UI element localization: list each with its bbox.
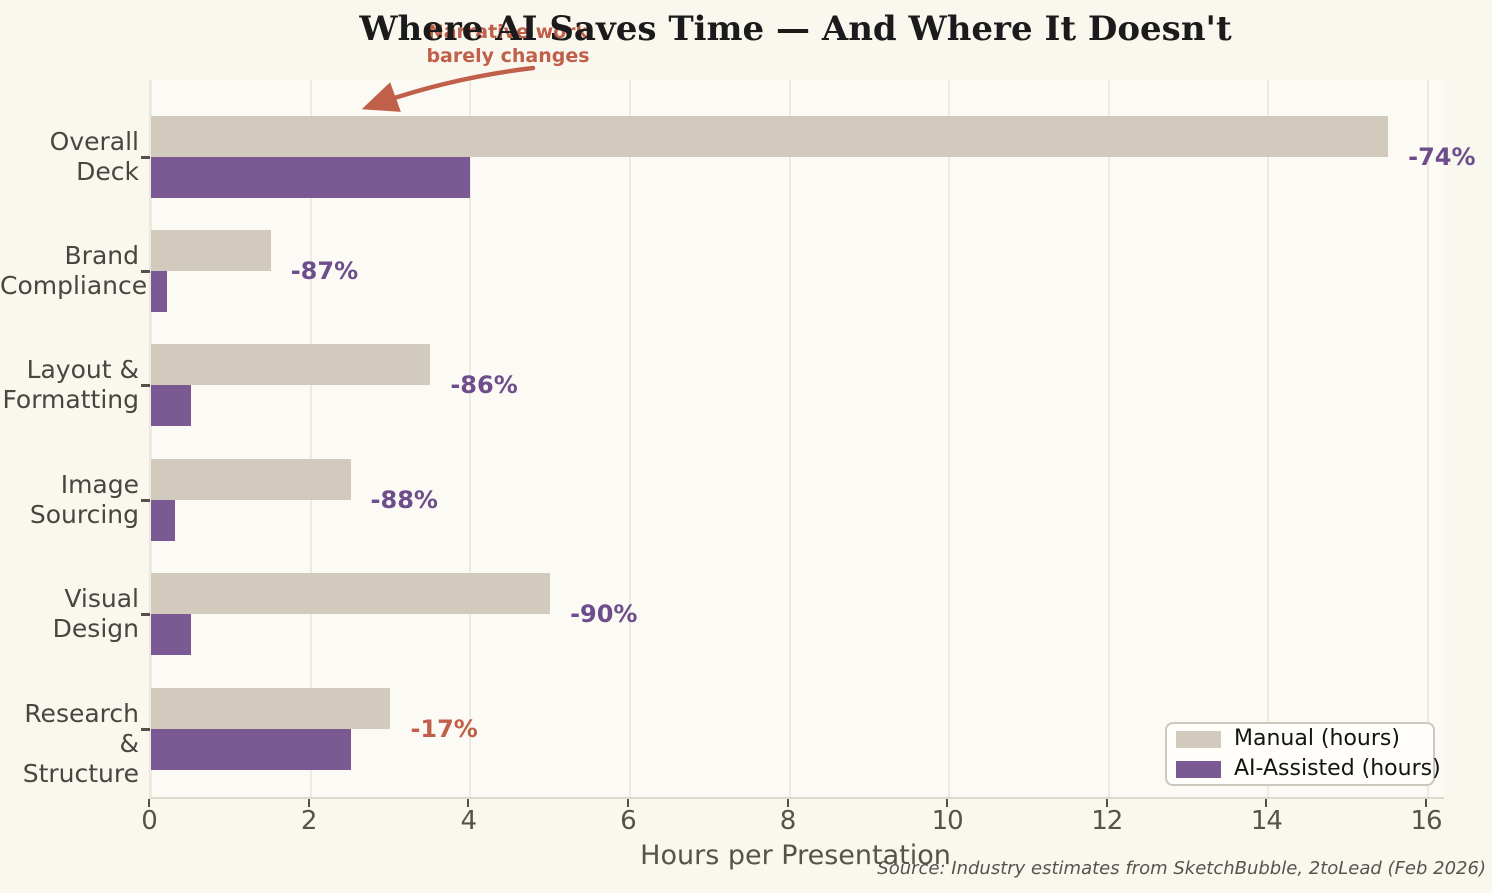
x-tick-label-16: 16 (1410, 806, 1442, 836)
x-tick-label-0: 0 (141, 806, 158, 836)
legend-item-ai: AI-Assisted (hours) (1176, 757, 1441, 781)
x-axis-label: Hours per Presentation (640, 840, 951, 871)
pct-change-label-5: -90% (570, 600, 638, 629)
legend-item-manual: Manual (hours) (1176, 727, 1433, 751)
manual-bar-4 (151, 458, 351, 500)
chart-title: Where AI Saves Time — And Where It Doesn… (359, 9, 1232, 49)
y-tick-mark-3 (141, 384, 150, 388)
category-label-line: Brand (64, 241, 139, 271)
pct-change-label-1: -74% (1408, 142, 1476, 171)
x-tick-mark-2 (307, 799, 310, 807)
category-label-5: Visual Design (0, 584, 139, 644)
y-tick-mark-1 (141, 155, 150, 159)
category-label-line: Formatting (2, 385, 139, 415)
x-tick-label-4: 4 (460, 806, 477, 836)
category-label-line: Compliance (0, 271, 148, 301)
category-label-line: Sourcing (29, 499, 139, 529)
category-label-line: Overall (49, 126, 139, 156)
legend-label-ai: AI-Assisted (hours) (1234, 756, 1441, 781)
category-label-line: Deck (76, 156, 139, 186)
gridline-x-6 (628, 80, 631, 797)
x-tick-mark-0 (148, 799, 150, 807)
gridline-x-14 (1267, 80, 1270, 797)
manual-bar-6 (151, 687, 391, 729)
ai-bar-1 (151, 156, 471, 198)
x-tick-mark-10 (946, 799, 949, 807)
y-tick-mark-2 (141, 270, 150, 274)
gridline-x-8 (788, 80, 791, 797)
category-label-2: Brand Compliance (0, 241, 148, 301)
x-tick-mark-4 (467, 799, 470, 807)
ai-bar-5 (151, 614, 191, 656)
category-label-line: Research & (24, 698, 139, 758)
annotation-note: Narrative work barely changes (398, 20, 618, 68)
pct-change-label-6: -17% (410, 714, 478, 743)
category-label-4: Image Sourcing (0, 470, 139, 530)
ai-bar-2 (151, 271, 167, 313)
x-tick-mark-8 (786, 799, 789, 807)
ai-bar-3 (151, 385, 191, 427)
x-tick-label-6: 6 (620, 806, 637, 836)
ai-bar-4 (151, 499, 175, 541)
manual-bar-5 (151, 573, 551, 615)
plot-area: -74% -87% -86% -88% -90% -17% (149, 80, 1476, 799)
x-tick-mark-12 (1105, 799, 1108, 807)
x-tick-mark-16 (1425, 799, 1428, 807)
ai-bar-6 (151, 728, 351, 770)
x-tick-label-10: 10 (931, 806, 964, 836)
pct-change-label-2: -87% (290, 257, 359, 286)
category-label-6: Research & Structure (0, 699, 139, 789)
x-tick-label-8: 8 (779, 806, 797, 836)
x-tick-label-14: 14 (1250, 806, 1283, 836)
legend-swatch-manual (1176, 730, 1221, 748)
pct-change-label-4: -88% (370, 485, 438, 514)
category-label-line: Image (60, 469, 139, 499)
gridline-x-12 (1107, 80, 1110, 797)
x-tick-label-2: 2 (300, 806, 318, 836)
x-tick-mark-6 (626, 799, 629, 807)
category-label-1: Overall Deck (0, 127, 139, 187)
category-label-line: Structure (22, 758, 139, 788)
pct-change-label-3: -86% (450, 371, 518, 400)
gridline-x-4 (469, 80, 472, 797)
category-label-line: Design (52, 614, 139, 644)
gridline-x-0 (150, 80, 152, 797)
legend-label-manual: Manual (hours) (1234, 726, 1400, 751)
category-label-3: Layout & Formatting (0, 355, 139, 415)
y-tick-mark-5 (141, 613, 150, 617)
x-tick-mark-14 (1265, 799, 1268, 807)
manual-bar-1 (151, 115, 1389, 157)
x-tick-label-12: 12 (1091, 806, 1123, 836)
gridline-x-16 (1427, 80, 1430, 797)
source-note: Source: Industry estimates from SketchBu… (877, 858, 1486, 879)
category-label-line: Layout & (26, 355, 139, 385)
y-tick-mark-6 (141, 727, 150, 731)
y-tick-mark-4 (141, 498, 150, 502)
annotation-line-2: barely changes (426, 45, 590, 67)
manual-bar-2 (151, 230, 271, 272)
category-label-line: Visual (64, 584, 139, 614)
annotation-line-1: Narrative work (427, 21, 589, 43)
gridline-x-10 (948, 80, 951, 797)
gridline-x-2 (309, 80, 312, 797)
legend: Manual (hours) AI-Assisted (hours) (1165, 722, 1441, 786)
legend-swatch-ai (1176, 760, 1221, 778)
manual-bar-3 (151, 344, 431, 386)
